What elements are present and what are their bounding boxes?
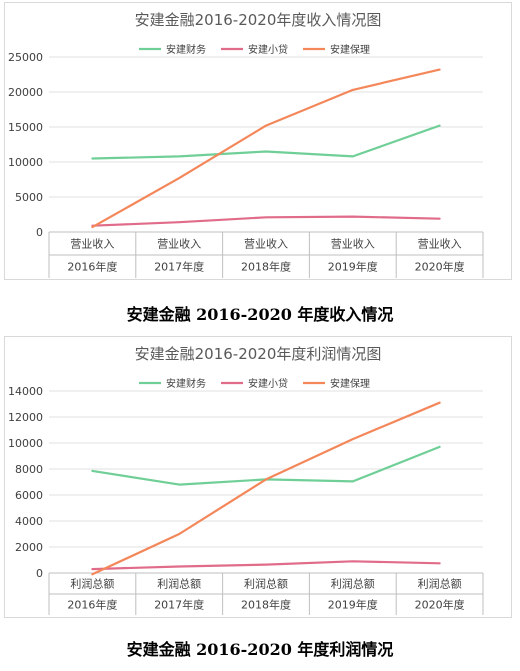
x-category-label: 营业收入 xyxy=(70,237,114,251)
legend-label: 安建保理 xyxy=(330,377,370,390)
y-tick-label: 10000 xyxy=(8,156,43,169)
x-year-label: 2020年度 xyxy=(415,260,465,274)
legend-label: 安建财务 xyxy=(166,43,206,56)
x-year-label: 2018年度 xyxy=(241,598,291,612)
x-year-label: 2019年度 xyxy=(328,260,378,274)
x-year-label: 2017年度 xyxy=(154,260,204,274)
legend-label: 安建保理 xyxy=(330,43,370,56)
x-category-label: 营业收入 xyxy=(244,237,288,251)
x-year-label: 2016年度 xyxy=(67,598,117,612)
x-category-label: 利润总额 xyxy=(331,577,375,591)
y-tick-label: 5000 xyxy=(15,191,43,204)
x-category-label: 利润总额 xyxy=(418,577,462,591)
x-year-label: 2020年度 xyxy=(415,598,465,612)
y-tick-label: 0 xyxy=(36,567,43,580)
y-tick-label: 10000 xyxy=(8,437,43,450)
x-year-label: 2016年度 xyxy=(67,260,117,274)
x-category-label: 营业收入 xyxy=(331,237,375,251)
y-tick-label: 12000 xyxy=(8,411,43,424)
profit-chart-caption: 安建金融 2016-2020 年度利润情况 xyxy=(126,640,394,659)
legend-label: 安建小贷 xyxy=(248,377,288,390)
y-tick-label: 15000 xyxy=(8,121,43,134)
series-line-2 xyxy=(91,215,441,227)
legend-label: 安建小贷 xyxy=(248,43,288,56)
y-tick-label: 4000 xyxy=(15,515,43,528)
y-tick-label: 0 xyxy=(36,226,43,239)
series-line-3 xyxy=(91,401,441,576)
x-year-label: 2018年度 xyxy=(241,260,291,274)
chart-title: 安建金融2016-2020年度收入情况图 xyxy=(135,11,382,29)
x-category-label: 营业收入 xyxy=(418,237,462,251)
y-tick-label: 20000 xyxy=(8,86,43,99)
revenue-chart: 安建金融2016-2020年度收入情况图安建财务 安建小贷 安建保理 0 5000 100… xyxy=(4,2,512,280)
series-line-1 xyxy=(91,124,441,160)
series-line-3 xyxy=(91,68,441,229)
x-category-label: 营业收入 xyxy=(157,237,201,251)
series-line-2 xyxy=(91,560,441,571)
y-tick-label: 2000 xyxy=(15,541,43,554)
x-year-label: 2019年度 xyxy=(328,598,378,612)
y-tick-label: 25000 xyxy=(8,51,43,64)
legend-label: 安建财务 xyxy=(166,377,206,390)
x-year-label: 2017年度 xyxy=(154,598,204,612)
x-category-label: 利润总额 xyxy=(70,577,114,591)
y-tick-label: 14000 xyxy=(8,385,43,398)
revenue-chart-caption: 安建金融 2016-2020 年度收入情况 xyxy=(126,305,394,324)
x-category-label: 利润总额 xyxy=(157,577,201,591)
y-tick-label: 8000 xyxy=(15,463,43,476)
profit-chart: 安建金融2016-2020年度利润情况图安建财务 安建小贷 安建保理 0 2000 400… xyxy=(4,336,512,618)
chart-title: 安建金融2016-2020年度利润情况图 xyxy=(135,345,382,363)
y-tick-label: 6000 xyxy=(15,489,43,502)
x-category-label: 利润总额 xyxy=(244,577,288,591)
